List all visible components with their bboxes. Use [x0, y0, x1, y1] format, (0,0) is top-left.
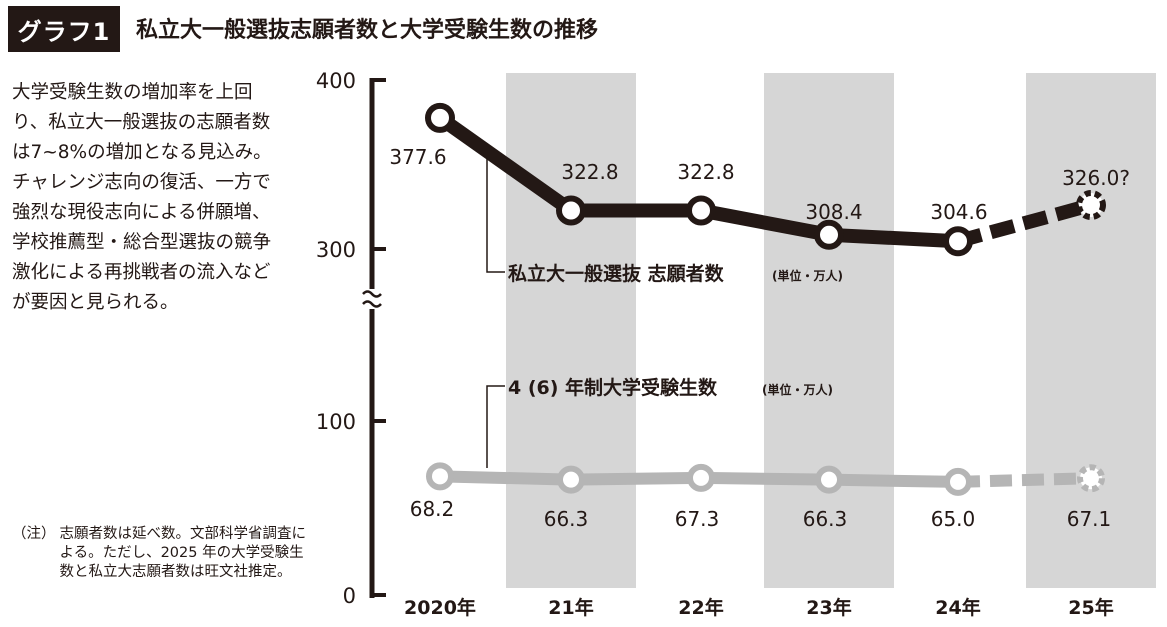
- series-0-leader-line: [486, 158, 505, 273]
- series-0-point-2: [686, 195, 716, 226]
- footnote: （注） 志願者数は延べ数。文部科学省調査による。ただし、2025 年の大学受験生…: [12, 525, 312, 582]
- series-1-unit: (単位・万人): [762, 382, 833, 397]
- chart-title: 私立大一般選抜志願者数と大学受験生数の推移: [136, 18, 599, 43]
- series-1-point-4: [944, 467, 972, 496]
- x-tick-label-1: 21年: [548, 596, 593, 619]
- series-1-data-label-3: 66.3: [803, 507, 848, 531]
- shaded-band-1: [506, 73, 636, 588]
- x-tick-label-2: 22年: [678, 596, 723, 619]
- footnote-text: 志願者数は延べ数。文部科学省調査による。ただし、2025 年の大学受験生数と私立…: [59, 526, 307, 580]
- axis-break-mark-upper: [362, 290, 382, 298]
- series-1-leader-line: [486, 385, 505, 468]
- series-0-data-label-4: 304.6: [930, 200, 987, 224]
- y-tick-label-1: 300: [316, 238, 356, 262]
- y-tick-label-3: 0: [343, 584, 356, 608]
- shaded-band-3: [764, 73, 894, 588]
- series-1-point-3: [815, 465, 843, 494]
- chart-badge: グラフ1: [8, 6, 120, 52]
- series-1-point-2: [687, 463, 715, 492]
- series-0-point-1: [556, 195, 586, 226]
- y-tick-label-0: 400: [316, 69, 356, 93]
- series-1-point-0: [426, 462, 454, 491]
- footnote-mark: （注）: [12, 526, 56, 542]
- series-1-data-label-2: 67.3: [675, 507, 720, 531]
- series-0-point-4: [943, 226, 973, 257]
- series-0-data-label-3: 308.4: [805, 200, 862, 224]
- series-1-name: 4 (6) 年制大学受験生数: [508, 376, 718, 399]
- series-0-data-label-0: 377.6: [389, 145, 446, 169]
- x-tick-label-4: 24年: [935, 596, 980, 619]
- series-0-point-0: [425, 102, 455, 133]
- series-1-data-label-4: 65.0: [931, 507, 976, 531]
- series-0-data-label-2: 322.8: [677, 160, 734, 184]
- series-1-projected-line: [957, 472, 1092, 488]
- description-text: 大学受験生数の増加率を上回り、私立大一般選抜の志願者数は7~8%の増加となる見込…: [12, 82, 272, 313]
- series-0-data-label-5: 326.0?: [1062, 166, 1130, 190]
- series-1-data-label-0: 68.2: [410, 497, 455, 521]
- series-0-unit: (単位・万人): [772, 268, 843, 283]
- y-tick-label-2: 100: [316, 410, 356, 434]
- series-0-data-label-1: 322.8: [561, 160, 618, 184]
- axis-break-gap: [363, 289, 381, 309]
- series-0-point-5: [1076, 190, 1106, 221]
- series-0-point-3: [814, 219, 844, 250]
- series-0-projected-line: [956, 198, 1093, 248]
- x-tick-label-3: 23年: [806, 596, 851, 619]
- series-1-point-1: [557, 465, 585, 494]
- series-1-data-label-5: 67.1: [1067, 507, 1112, 531]
- axis-break-mark-lower: [362, 300, 382, 308]
- x-tick-label-5: 25年: [1068, 596, 1113, 619]
- series-1-data-label-1: 66.3: [544, 507, 589, 531]
- shaded-band-5: [1026, 73, 1156, 588]
- x-tick-label-0: 2020年: [404, 596, 476, 619]
- series-1-point-5: [1077, 464, 1105, 493]
- series-0-name: 私立大一般選抜 志願者数: [508, 262, 725, 285]
